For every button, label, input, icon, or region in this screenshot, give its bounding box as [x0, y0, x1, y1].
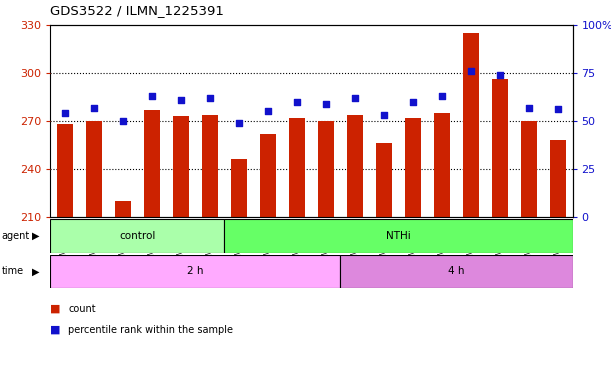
Point: [205, 95, 214, 101]
Text: 4 h: 4 h: [448, 266, 465, 276]
Bar: [405, 118, 421, 217]
Text: time: time: [2, 266, 24, 276]
Point: [466, 68, 476, 74]
Point: [147, 93, 156, 99]
Text: GDS3522 / ILMN_1225391: GDS3522 / ILMN_1225391: [50, 4, 224, 17]
Bar: [115, 201, 131, 217]
Point: [234, 120, 244, 126]
Bar: [231, 159, 247, 217]
Point: [350, 95, 360, 101]
Bar: [318, 121, 334, 217]
Point: [176, 97, 186, 103]
Point: [292, 99, 302, 105]
Point: [379, 112, 389, 118]
Bar: [521, 121, 537, 217]
Bar: [376, 143, 392, 217]
Text: ▶: ▶: [32, 266, 39, 276]
Bar: [289, 118, 305, 217]
Bar: [50, 219, 224, 253]
Point: [495, 72, 505, 78]
Bar: [50, 255, 340, 288]
Text: 2 h: 2 h: [187, 266, 203, 276]
Point: [321, 101, 331, 107]
Text: NTHi: NTHi: [386, 231, 411, 241]
Bar: [463, 33, 479, 217]
Text: ■: ■: [50, 325, 60, 335]
Point: [60, 110, 70, 116]
Point: [524, 104, 534, 111]
Bar: [260, 134, 276, 217]
Text: percentile rank within the sample: percentile rank within the sample: [68, 325, 233, 335]
Bar: [57, 124, 73, 217]
Text: ■: ■: [50, 304, 60, 314]
Bar: [434, 113, 450, 217]
Bar: [347, 114, 363, 217]
Point: [263, 108, 273, 114]
Bar: [340, 255, 573, 288]
Point: [89, 104, 98, 111]
Bar: [144, 110, 159, 217]
Point: [118, 118, 128, 124]
Text: agent: agent: [2, 231, 30, 241]
Point: [437, 93, 447, 99]
Bar: [550, 140, 566, 217]
Point: [408, 99, 418, 105]
Bar: [224, 219, 573, 253]
Bar: [173, 116, 189, 217]
Bar: [492, 79, 508, 217]
Text: ▶: ▶: [32, 231, 39, 241]
Bar: [86, 121, 101, 217]
Point: [553, 106, 563, 113]
Text: count: count: [68, 304, 96, 314]
Text: control: control: [119, 231, 155, 241]
Bar: [202, 114, 218, 217]
